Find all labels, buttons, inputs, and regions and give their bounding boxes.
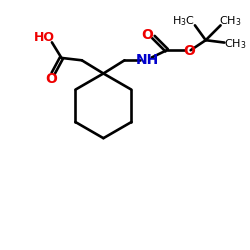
Text: CH$_3$: CH$_3$ [224,37,246,51]
Text: O: O [183,44,195,59]
Text: H$_3$C: H$_3$C [172,14,194,28]
Text: O: O [142,28,154,42]
Text: HO: HO [34,30,55,44]
Text: NH: NH [136,53,159,67]
Text: CH$_3$: CH$_3$ [220,14,242,28]
Text: O: O [45,72,57,86]
